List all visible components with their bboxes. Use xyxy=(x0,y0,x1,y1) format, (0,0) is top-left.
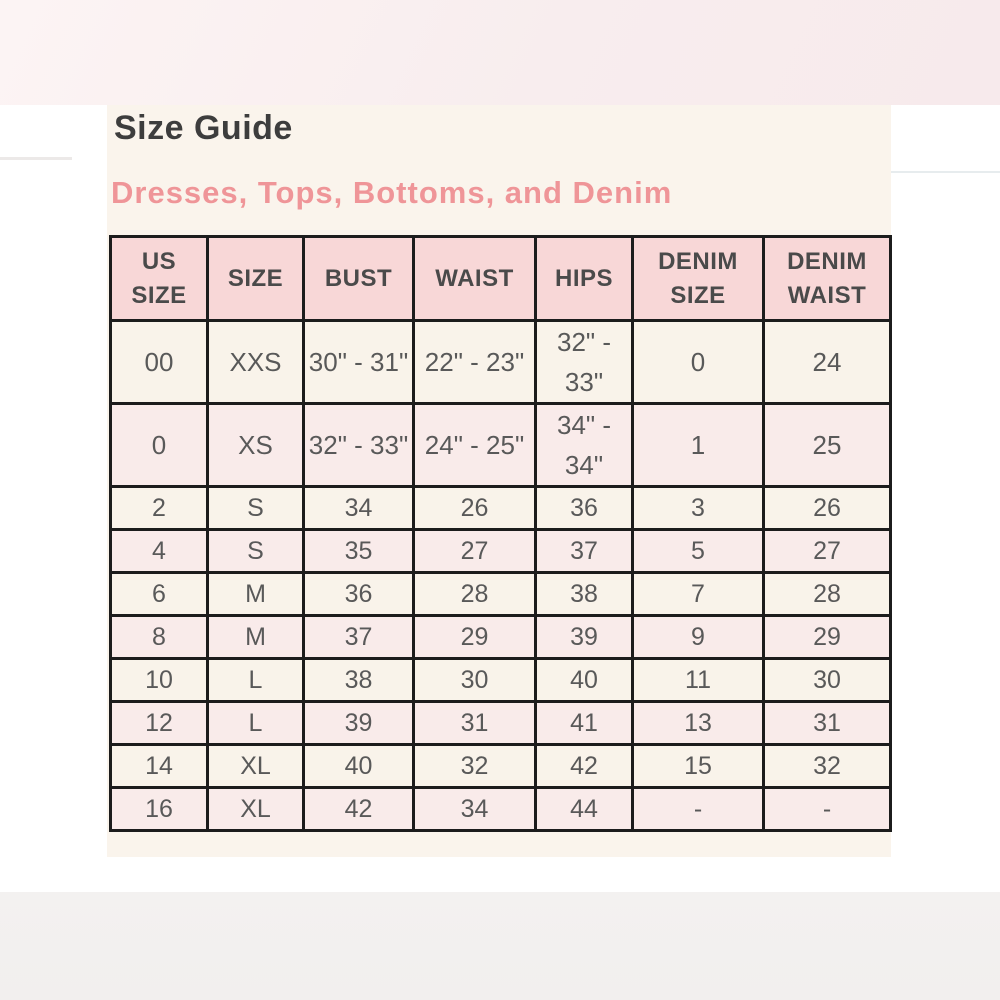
size-cell: 13 xyxy=(631,700,765,746)
column-header: DENIM SIZE xyxy=(631,235,765,322)
size-cell: 28 xyxy=(762,571,892,617)
size-cell: XL xyxy=(206,786,305,832)
page-title: Size Guide xyxy=(114,109,293,147)
size-cell: 31 xyxy=(762,700,892,746)
faint-divider-right xyxy=(891,171,1000,173)
column-header: US SIZE xyxy=(109,235,209,322)
size-cell: 42 xyxy=(302,786,415,832)
size-cell: 1 xyxy=(631,402,765,488)
size-cell: 00 xyxy=(109,319,209,405)
size-cell: 31 xyxy=(412,700,537,746)
size-cell: 32 xyxy=(412,743,537,789)
table-row: 4 S 35 27 37 5 27 xyxy=(109,528,892,574)
table-row: 2 S 34 26 36 3 26 xyxy=(109,485,892,531)
size-cell: 26 xyxy=(412,485,537,531)
table-row: 16 XL 42 34 44- - xyxy=(109,786,892,832)
size-cell: 32 xyxy=(762,743,892,789)
size-cell: 22" - 23" xyxy=(412,319,537,405)
size-cell: - xyxy=(631,786,765,832)
size-cell: 29 xyxy=(412,614,537,660)
size-cell: 27 xyxy=(412,528,537,574)
size-cell: XL xyxy=(206,743,305,789)
table-row: 8 M 37 29 39 9 29 xyxy=(109,614,892,660)
size-cell: 11 xyxy=(631,657,765,703)
size-cell: XS xyxy=(206,402,305,488)
size-cell: M xyxy=(206,571,305,617)
size-cell: L xyxy=(206,657,305,703)
table-row: 14 XL 40 32 42 15 32 xyxy=(109,743,892,789)
table-row: 00 XXS 30" - 31" 22" - 23" 32" - 33" 0 24 xyxy=(109,319,892,405)
size-cell: 14 xyxy=(109,743,209,789)
table-row: 0 XS 32" - 33" 24" - 25" 34" - 34" 1 25 xyxy=(109,402,892,488)
size-cell: 40 xyxy=(534,657,634,703)
bottom-band xyxy=(0,892,1000,1000)
size-cell: 26 xyxy=(762,485,892,531)
size-cell: 12 xyxy=(109,700,209,746)
size-cell: 15 xyxy=(631,743,765,789)
column-header: SIZE xyxy=(206,235,305,322)
size-cell: 10 xyxy=(109,657,209,703)
size-cell: 0 xyxy=(109,402,209,488)
size-cell: 6 xyxy=(109,571,209,617)
size-cell: 44 xyxy=(534,786,634,832)
table-row: 10 L 38 30 40 11 30 xyxy=(109,657,892,703)
size-cell: 4 xyxy=(109,528,209,574)
size-cell: S xyxy=(206,485,305,531)
size-cell: 34 xyxy=(412,786,537,832)
column-header: BUST xyxy=(302,235,415,322)
size-cell: 27 xyxy=(762,528,892,574)
size-cell: XXS xyxy=(206,319,305,405)
size-cell: 38 xyxy=(302,657,415,703)
size-cell: 34" - 34" xyxy=(534,402,634,488)
size-cell: 42 xyxy=(534,743,634,789)
size-cell: 3 xyxy=(631,485,765,531)
size-cell: 40 xyxy=(302,743,415,789)
size-cell: 16 xyxy=(109,786,209,832)
size-cell: 32" - 33" xyxy=(534,319,634,405)
size-cell: 25 xyxy=(762,402,892,488)
column-header: WAIST xyxy=(412,235,537,322)
table-header-row: US SIZE SIZE BUST WAIST HIPS DENIM SIZE DENIM … xyxy=(109,235,892,322)
size-cell: 30" - 31" xyxy=(302,319,415,405)
size-cell: 2 xyxy=(109,485,209,531)
column-header: HIPS xyxy=(534,235,634,322)
faint-divider-left xyxy=(0,157,72,160)
size-cell: 29 xyxy=(762,614,892,660)
size-guide-card: Size Guide Dresses, Tops, Bottoms, and D… xyxy=(107,105,892,857)
size-cell: 24" - 25" xyxy=(412,402,537,488)
size-cell: 36 xyxy=(302,571,415,617)
table-row: 6 M 36 28 38 7 28 xyxy=(109,571,892,617)
table-row: 12 L 39 31 41 13 31 xyxy=(109,700,892,746)
size-cell: 24 xyxy=(762,319,892,405)
column-header: DENIM WAIST xyxy=(762,235,892,322)
size-cell: 37 xyxy=(302,614,415,660)
size-cell: 41 xyxy=(534,700,634,746)
size-cell: 8 xyxy=(109,614,209,660)
size-cell: 28 xyxy=(412,571,537,617)
size-guide-table: US SIZE SIZE BUST WAIST HIPS DENIM SIZE DENIM … xyxy=(109,235,892,832)
top-band xyxy=(0,0,1000,105)
size-cell: 30 xyxy=(762,657,892,703)
size-cell: 37 xyxy=(534,528,634,574)
size-cell: 36 xyxy=(534,485,634,531)
size-cell: 39 xyxy=(302,700,415,746)
size-cell: S xyxy=(206,528,305,574)
size-cell: 35 xyxy=(302,528,415,574)
page-subtitle: Dresses, Tops, Bottoms, and Denim xyxy=(111,175,673,210)
size-cell: 32" - 33" xyxy=(302,402,415,488)
size-cell: L xyxy=(206,700,305,746)
size-cell: 30 xyxy=(412,657,537,703)
size-cell: 7 xyxy=(631,571,765,617)
size-cell: 34 xyxy=(302,485,415,531)
size-cell: 5 xyxy=(631,528,765,574)
size-cell: 9 xyxy=(631,614,765,660)
size-cell: 39 xyxy=(534,614,634,660)
size-cell: 38 xyxy=(534,571,634,617)
size-cell: - xyxy=(762,786,892,832)
size-cell: M xyxy=(206,614,305,660)
size-cell: 0 xyxy=(631,319,765,405)
